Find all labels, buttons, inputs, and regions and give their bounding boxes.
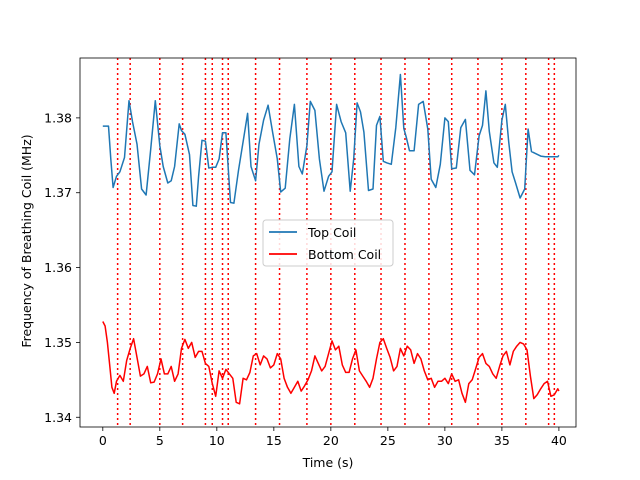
series-layer [102,73,560,405]
legend-label: Top Coil [307,225,356,240]
legend-label: Bottom Coil [308,247,381,262]
x-tick-label: 25 [380,433,396,448]
x-tick-label: 10 [209,433,225,448]
y-tick-label: 1.36 [44,260,72,275]
axes-frame [79,57,577,428]
y-axis-label: Frequency of Breathing Coil (MHz) [19,134,34,347]
axes-border [79,57,577,428]
x-tick-label: 30 [437,433,453,448]
x-tick-label: 5 [156,433,164,448]
legend: Top Coil Bottom Coil [262,219,394,267]
x-tick-label: 15 [266,433,282,448]
x-tick-label: 0 [99,433,107,448]
y-tick-label: 1.35 [44,335,72,350]
y-axis-ticks: 1.34 1.35 1.36 1.37 1.38 [44,110,80,425]
series-line-bottom-coil [102,321,560,405]
x-tick-label: 20 [323,433,339,448]
x-tick-label: 40 [551,433,567,448]
vertical-marker-lines [116,58,556,427]
x-axis-ticks: 0 5 10 15 20 25 30 35 40 [99,427,567,448]
y-tick-label: 1.37 [44,185,72,200]
y-tick-label: 1.38 [44,110,72,125]
y-tick-label: 1.34 [44,410,72,425]
x-axis-label: Time (s) [302,455,354,470]
series-line-top-coil [102,73,560,207]
x-tick-label: 35 [494,433,510,448]
